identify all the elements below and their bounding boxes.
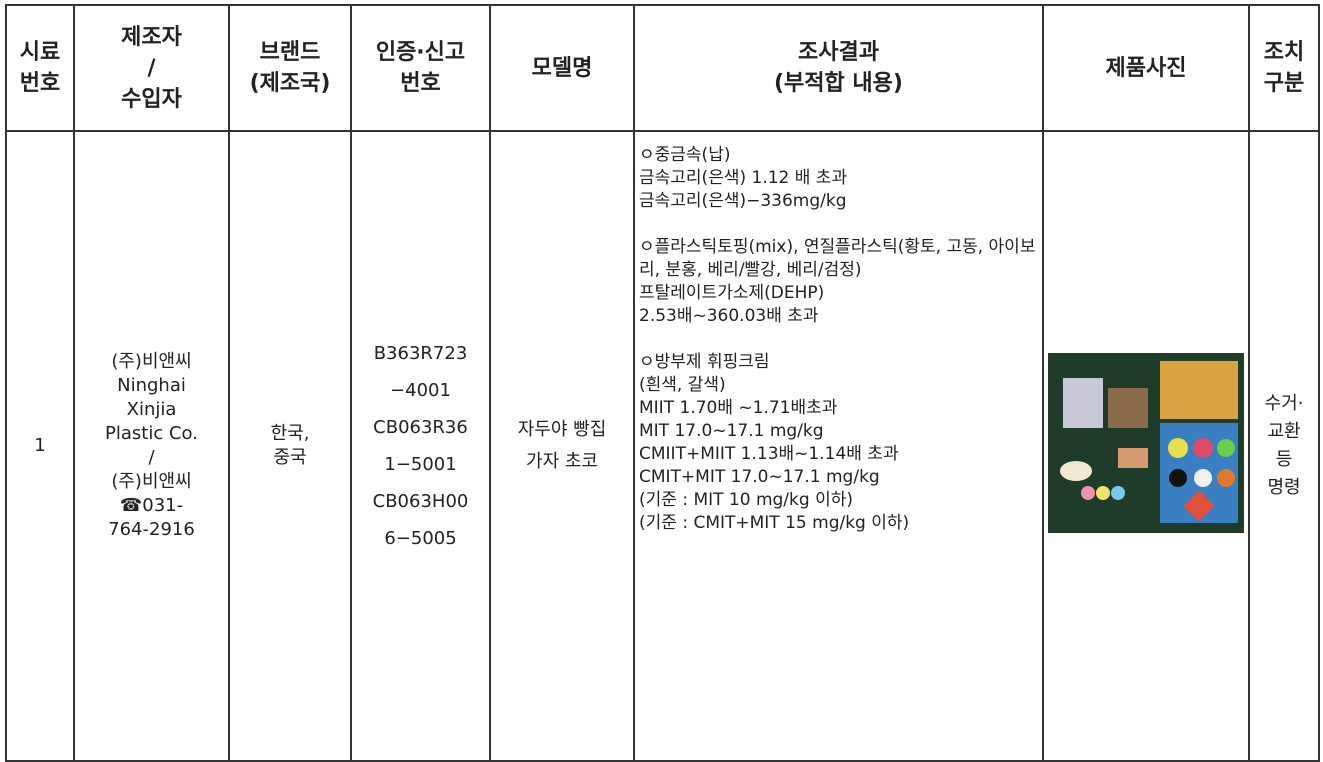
cell-line: / <box>148 447 155 468</box>
header-line: (제조국) <box>249 71 331 96</box>
cell-line: 764-2916 <box>108 519 195 540</box>
cell-line: 6−5005 <box>384 528 457 549</box>
cell-line: ☎031- <box>119 495 184 516</box>
result-line: (기준 : CMIT+MIT 15 mg/kg 이하) <box>639 513 910 533</box>
result-group: ㅇ방부제 휘핑크림 (흰색, 갈색) MIIT 1.70배 ~1.71배초과 MIT … <box>639 351 1038 535</box>
cell-line: Xinjia <box>126 399 177 420</box>
brand: 한국, 중국 <box>228 130 352 762</box>
header-line: 번호 <box>400 71 441 96</box>
header-line: 제품사진 <box>1105 55 1187 81</box>
header-line: 수입자 <box>121 86 182 112</box>
result-group: ㅇ플라스틱토핑(mix), 연질플라스틱(황토, 고동, 아이보리, 분홍, 베… <box>639 236 1038 328</box>
header-line: 시료 <box>19 40 61 65</box>
cell-line: 가자 초코 <box>526 451 598 472</box>
result-line: ㅇ방부제 휘핑크림 <box>639 352 770 372</box>
header-line: (부적합 내용) <box>774 71 903 96</box>
header-line: 구분 <box>1263 71 1305 96</box>
result-line: 프탈레이트가소제(DEHP) <box>639 283 825 303</box>
header-cell: 제품사진 <box>1042 4 1250 132</box>
cell-line: (주)비앤씨 <box>111 351 192 372</box>
cell-line: Plastic Co. <box>105 423 198 444</box>
cell-line: CB063R36 <box>373 417 468 438</box>
result-line: ㅇ플라스틱토핑(mix), 연질플라스틱(황토, 고동, 아이보리, 분홍, 베… <box>639 237 1036 280</box>
cell-line: 교환 <box>1267 421 1301 442</box>
result-line: (흰색, 갈색) <box>639 375 726 395</box>
header-line: / <box>147 55 156 81</box>
cell-line: Ninghai <box>117 375 186 396</box>
cert-no: B363R723 −4001 CB063R36 1−5001 CB063H00 6−500… <box>350 130 491 762</box>
result-line: 금속고리(은색)−336mg/kg <box>639 191 847 211</box>
header-line: 인증·신고 <box>375 40 466 65</box>
result-line: 금속고리(은색) 1.12 배 초과 <box>639 168 848 188</box>
cell-line: −4001 <box>390 380 451 401</box>
result-line: MIIT 1.70배 ~1.71배초과 <box>639 398 838 418</box>
sample-no: 1 <box>5 130 75 762</box>
cell-line: 명령 <box>1267 477 1301 498</box>
header-cell: 브랜드 (제조국) <box>228 4 352 132</box>
header-line: 조사결과 <box>798 40 879 65</box>
photo-cell <box>1042 130 1250 762</box>
body-row: 1 (주)비앤씨 Ninghai Xinjia Plastic Co. / (주)비앤씨 ☎… <box>5 130 1320 762</box>
result-line: CMIIT+MIIT 1.13배~1.14배 초과 <box>639 444 899 464</box>
cell-line: (주)비앤씨 <box>111 471 192 492</box>
manufacturer: (주)비앤씨 Ninghai Xinjia Plastic Co. / (주)비앤씨 ☎03… <box>73 130 230 762</box>
header-cell: 조사결과 (부적합 내용) <box>633 4 1044 132</box>
cell-line: B363R723 <box>373 343 468 364</box>
result-line: CMIT+MIT 17.0~17.1 mg/kg <box>639 467 880 487</box>
cell-line: 수거· <box>1264 393 1304 414</box>
result-line: ㅇ중금속(납) <box>639 145 731 165</box>
cell-line: 등 <box>1275 449 1293 470</box>
product-photo <box>1048 352 1244 533</box>
header-cell: 모델명 <box>489 4 635 132</box>
cell-line: 1−5001 <box>384 454 457 475</box>
header-line: 모델명 <box>531 55 593 81</box>
header-line: 번호 <box>19 71 61 96</box>
header-line: 조치 <box>1263 40 1305 65</box>
header-line: 제조자 <box>121 24 182 50</box>
header-line: 브랜드 <box>259 40 321 65</box>
result-line: (기준 : MIT 10 mg/kg 이하) <box>639 490 853 510</box>
result-line: MIT 17.0~17.1 mg/kg <box>639 421 824 441</box>
cell-line: 자두야 빵집 <box>517 419 607 440</box>
header-cell: 제조자 / 수입자 <box>73 4 230 132</box>
cell-line: 중국 <box>273 447 307 468</box>
cell-line: 한국, <box>270 423 310 444</box>
cell-line: CB063H00 <box>372 491 469 512</box>
result-line: 2.53배~360.03배 초과 <box>639 306 819 326</box>
